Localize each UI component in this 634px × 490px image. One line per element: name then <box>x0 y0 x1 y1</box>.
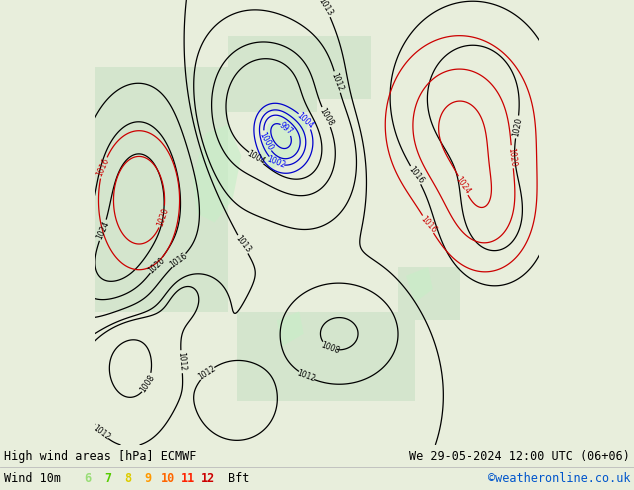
Text: 1016: 1016 <box>169 251 190 270</box>
Text: 6: 6 <box>84 472 91 486</box>
Text: 1008: 1008 <box>320 340 340 355</box>
Text: 12: 12 <box>201 472 215 486</box>
Text: 1020: 1020 <box>507 147 518 167</box>
Polygon shape <box>406 267 432 302</box>
Text: 1016: 1016 <box>95 157 111 178</box>
Text: Bft: Bft <box>228 472 249 486</box>
Text: We 29-05-2024 12:00 UTC (06+06): We 29-05-2024 12:00 UTC (06+06) <box>409 450 630 464</box>
Text: 1013: 1013 <box>233 234 252 255</box>
Text: 1008: 1008 <box>318 106 335 127</box>
Text: 10: 10 <box>161 472 175 486</box>
Text: 1004: 1004 <box>295 111 316 130</box>
Text: 1004: 1004 <box>245 149 267 167</box>
Text: 1012: 1012 <box>330 72 345 93</box>
Text: 7: 7 <box>105 472 112 486</box>
Text: 1012: 1012 <box>296 368 317 384</box>
Polygon shape <box>259 107 308 169</box>
Text: 1002: 1002 <box>266 155 287 171</box>
Text: 1024: 1024 <box>454 175 472 196</box>
Text: 1020: 1020 <box>146 255 167 275</box>
Text: 997: 997 <box>278 121 295 137</box>
Text: 1012: 1012 <box>91 423 112 441</box>
Text: 1012: 1012 <box>176 352 187 372</box>
Text: 1020: 1020 <box>155 206 170 227</box>
Text: 1000: 1000 <box>257 131 275 152</box>
Text: High wind areas [hPa] ECMWF: High wind areas [hPa] ECMWF <box>4 450 197 464</box>
Polygon shape <box>277 312 304 347</box>
Text: 1020: 1020 <box>511 117 524 137</box>
Text: 1024: 1024 <box>95 220 111 241</box>
Text: ©weatheronline.co.uk: ©weatheronline.co.uk <box>488 472 630 486</box>
Text: 11: 11 <box>181 472 195 486</box>
Text: 9: 9 <box>145 472 152 486</box>
Polygon shape <box>193 124 242 222</box>
Text: 1016: 1016 <box>406 165 425 185</box>
Text: Wind 10m: Wind 10m <box>4 472 61 486</box>
Text: 1016: 1016 <box>418 214 438 234</box>
Text: 1008: 1008 <box>138 373 157 394</box>
Text: 1012: 1012 <box>197 364 217 382</box>
Text: 8: 8 <box>124 472 132 486</box>
Text: 1013: 1013 <box>317 0 335 18</box>
